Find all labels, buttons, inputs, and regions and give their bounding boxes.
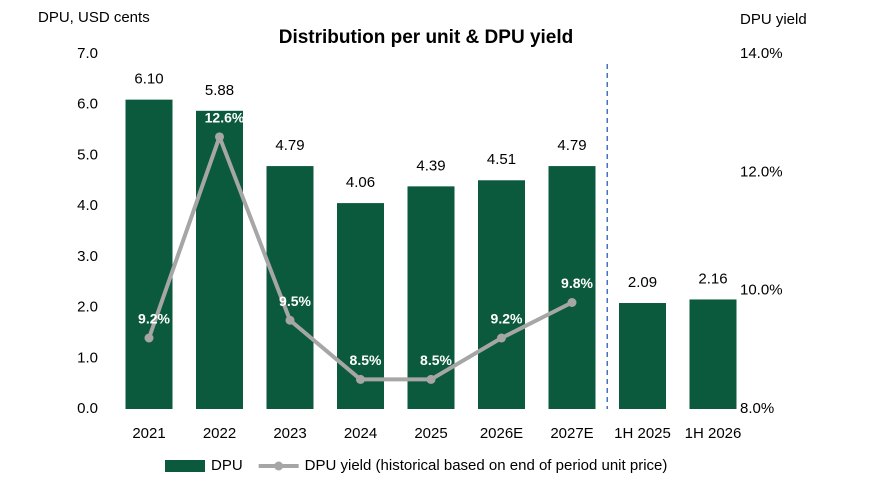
- bar: [478, 180, 525, 409]
- y-tick-label: 7.0: [77, 45, 98, 62]
- bar-value-label: 2.16: [698, 270, 727, 287]
- line-point: [567, 298, 577, 307]
- legend-label: DPU yield (historical based on end of pe…: [305, 457, 668, 474]
- bar-value-label: 4.39: [416, 157, 445, 174]
- bar: [548, 166, 596, 409]
- line-value-label: 12.6%: [205, 110, 245, 126]
- line-value-label: 9.5%: [279, 293, 311, 309]
- y-axis-label: DPU, USD cents: [38, 9, 150, 26]
- legend-swatch-point: [274, 461, 284, 471]
- x-tick-label: 1H 2025: [614, 425, 671, 442]
- x-tick-label: 2027E: [550, 425, 593, 442]
- bar-value-label: 4.51: [487, 151, 516, 168]
- bar: [125, 99, 173, 410]
- x-tick-label: 2022: [203, 425, 236, 442]
- y-tick-label: 2.0: [77, 299, 98, 316]
- bar: [196, 110, 243, 410]
- x-tick-label: 2023: [273, 425, 306, 442]
- y-tick-label: 0.0: [77, 400, 98, 417]
- bar: [619, 303, 666, 409]
- y-tick-label: 4.0: [77, 197, 98, 214]
- bar-value-label: 5.88: [205, 82, 234, 99]
- y2-tick-label: 8.0%: [740, 400, 774, 417]
- x-tick-label: 2024: [344, 425, 377, 442]
- y2-axis-label: DPU yield: [740, 11, 807, 28]
- legend-label: DPU: [211, 457, 243, 474]
- line-point: [497, 333, 506, 343]
- y2-tick-label: 12.0%: [740, 163, 783, 180]
- y-tick-label: 6.0: [77, 96, 98, 113]
- y-tick-label: 5.0: [77, 146, 98, 163]
- y2-tick-label: 14.0%: [740, 45, 783, 62]
- x-tick-label: 2026E: [480, 425, 523, 442]
- legend-swatch: [165, 460, 205, 472]
- bar-value-label: 4.79: [275, 137, 304, 154]
- line-point: [215, 132, 224, 142]
- bar-value-label: 2.09: [628, 274, 657, 291]
- y2-tick-label: 10.0%: [740, 282, 783, 299]
- x-tick-label: 2025: [414, 425, 447, 442]
- line-point: [144, 333, 154, 343]
- line-value-label: 9.8%: [561, 275, 593, 291]
- line-value-label: 8.5%: [350, 352, 382, 368]
- bar: [337, 203, 384, 409]
- line-value-label: 9.2%: [491, 311, 523, 327]
- y-tick-label: 1.0: [77, 349, 98, 366]
- bar-value-label: 4.06: [346, 174, 375, 191]
- y-tick-label: 3.0: [77, 248, 98, 265]
- line-point: [356, 374, 365, 384]
- chart-title: Distribution per unit & DPU yield: [279, 27, 574, 48]
- x-tick-label: 1H 2026: [685, 425, 742, 442]
- bar: [266, 166, 314, 409]
- line-value-label: 9.2%: [138, 311, 170, 327]
- bar-value-label: 4.79: [557, 137, 586, 154]
- bar: [689, 299, 737, 409]
- x-tick-label: 2021: [132, 425, 165, 442]
- line-point: [426, 374, 436, 384]
- line-value-label: 8.5%: [420, 352, 452, 368]
- line-point: [285, 315, 295, 325]
- bar-value-label: 6.10: [134, 71, 163, 88]
